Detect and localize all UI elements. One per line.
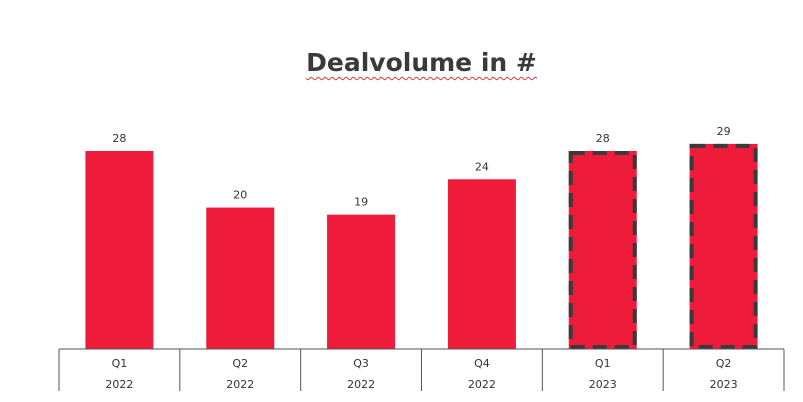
bar-6 [689, 143, 758, 349]
x-group-label-5: 2023 [589, 378, 617, 391]
bar-3 [327, 214, 396, 349]
chart-title-text: Dealvolume in # [306, 48, 537, 77]
x-group-label-4: 2022 [468, 378, 496, 391]
data-label-5: 28 [596, 132, 610, 145]
bar-4 [447, 179, 516, 349]
data-label-3: 19 [354, 196, 368, 209]
bar-highlight-border-5 [568, 151, 637, 349]
x-tick-label-5: Q1 [595, 357, 611, 370]
x-tick-label-1: Q1 [112, 357, 128, 370]
x-tick-label-4: Q4 [474, 357, 490, 370]
bar-5 [568, 151, 637, 349]
x-group-label-1: 2022 [105, 378, 133, 391]
data-label-1: 28 [112, 132, 126, 145]
x-tick-label-6: Q2 [716, 357, 732, 370]
x-group-label-3: 2022 [347, 378, 375, 391]
x-tick-label-2: Q2 [232, 357, 248, 370]
x-group-label-2: 2022 [226, 378, 254, 391]
bar-2 [206, 207, 275, 349]
data-label-2: 20 [233, 189, 247, 202]
data-label-6: 29 [717, 125, 731, 138]
x-tick-label-3: Q3 [353, 357, 369, 370]
data-label-4: 24 [475, 160, 489, 173]
bar-highlight-border-6 [689, 143, 758, 349]
chart-title: Dealvolume in # [0, 48, 803, 77]
bar-1 [85, 151, 154, 349]
x-group-label-6: 2023 [710, 378, 738, 391]
